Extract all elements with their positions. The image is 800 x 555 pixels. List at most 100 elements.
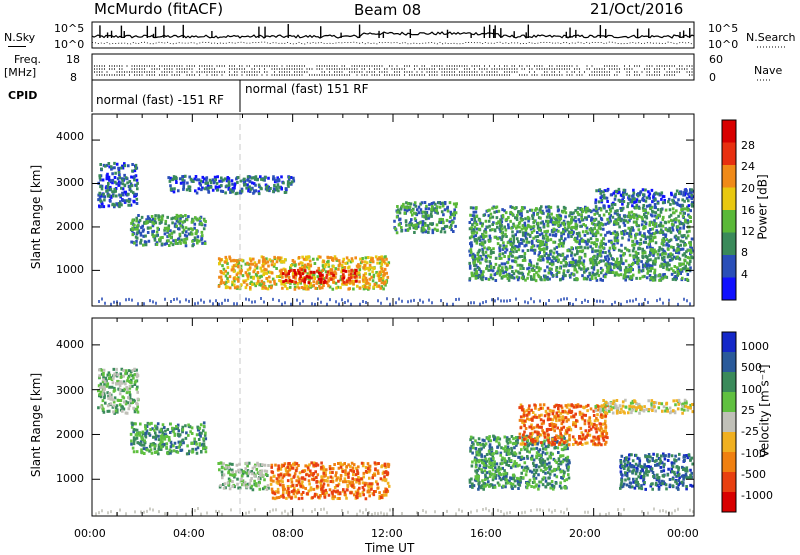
power-echo-cells — [469, 205, 693, 283]
nave-label: Nave — [754, 64, 783, 77]
freq-unit: [MHz] — [4, 66, 37, 79]
x-tick: 00:00 — [667, 527, 699, 540]
nsky-panel — [91, 21, 695, 49]
velocity-cb-tick: 1000 — [741, 340, 769, 353]
velocity-echo-cells — [97, 368, 140, 414]
velocity-cb-tick: -1000 — [741, 489, 773, 502]
power-echo-cells — [280, 268, 358, 284]
velocity-ground-scatter — [95, 507, 694, 516]
station-title: McMurdo (fitACF) — [94, 0, 224, 18]
power-echo-cells — [396, 201, 456, 234]
power-ground-scatter — [98, 297, 691, 306]
velocity-colorbar-swatch — [722, 432, 736, 452]
velocity-colorbar-swatch — [722, 492, 736, 512]
power-ytick: 4000 — [56, 130, 84, 143]
power-echo-cells — [394, 201, 458, 235]
velocity-colorbar-swatch — [722, 352, 736, 372]
x-tick: 16:00 — [470, 527, 502, 540]
nsearch-tick-top: 10^5 — [708, 22, 739, 35]
power-colorbar-swatch — [722, 120, 736, 143]
nsky-label: N.Sky — [4, 31, 36, 44]
freq-panel — [91, 53, 695, 81]
power-echo-cells — [98, 162, 139, 209]
nave-tick-bottom: 0 — [709, 71, 716, 84]
velocity-echo-cells — [218, 461, 270, 492]
x-axis-label: Time UT — [365, 541, 415, 555]
velocity-echo-cells — [129, 421, 208, 455]
power-echo-cells — [281, 269, 358, 285]
velocity-echo-cells — [519, 403, 608, 446]
velocity-cb-tick: -500 — [741, 468, 766, 481]
power-echo-cells — [284, 268, 358, 284]
power-colorbar-swatch — [722, 187, 736, 210]
x-tick: 00:00 — [74, 527, 106, 540]
power-colorbar-frame — [721, 119, 737, 301]
power-cb-tick: 20 — [741, 182, 755, 195]
power-colorbar-swatch — [722, 165, 736, 188]
velocity-echo-cells — [219, 461, 270, 491]
nsky-underline — [8, 46, 26, 47]
velocity-colorbar-swatch — [722, 332, 736, 352]
velocity-colorbar-swatch — [722, 392, 736, 412]
velocity-cb-tick: 100 — [741, 383, 762, 396]
power-ytick: 1000 — [56, 263, 84, 276]
velocity-colorbar-frame — [721, 331, 737, 513]
velocity-ytick: 4000 — [56, 338, 84, 351]
cpid-segment-1: normal (fast) -151 RF — [96, 93, 224, 107]
velocity-echo-cells — [97, 367, 139, 415]
cpid-segment-2: normal (fast) 151 RF — [245, 82, 369, 96]
velocity-ytick: 2000 — [56, 428, 84, 441]
freq-label: Freq. — [14, 53, 42, 66]
velocity-colorbar-swatch — [722, 472, 736, 492]
nsky-tick-top: 10^5 — [54, 22, 85, 35]
velocity-colorbar-swatch — [722, 452, 736, 472]
velocity-cb-tick: -25 — [741, 425, 759, 438]
power-ytick: 2000 — [56, 220, 84, 233]
velocity-echo-cells — [620, 453, 693, 491]
cpid-label: CPID — [8, 89, 38, 102]
power-echo-cells — [594, 187, 694, 208]
power-colorbar-swatch — [722, 277, 736, 300]
power-colorbar-swatch — [722, 210, 736, 233]
velocity-cb-tick: -100 — [741, 447, 766, 460]
velocity-echo-cells — [469, 435, 570, 491]
power-echo-cells — [594, 188, 694, 208]
nsky-trace — [91, 31, 695, 39]
power-cb-tick: 4 — [741, 268, 748, 281]
nave-tick-top: 60 — [709, 53, 723, 66]
nsearch-trace — [91, 41, 693, 45]
power-echo-cells — [594, 187, 694, 209]
velocity-echo-cells — [217, 461, 268, 491]
x-tick: 08:00 — [272, 527, 304, 540]
power-echo-cells — [168, 174, 294, 196]
velocity-echo-cells — [518, 403, 609, 447]
power-ytick: 3000 — [56, 176, 84, 189]
velocity-ytick: 1000 — [56, 472, 84, 485]
velocity-echo-cells — [619, 452, 694, 491]
power-echo-cells — [167, 175, 296, 195]
power-echo-cells — [98, 161, 139, 209]
power-echo-cells — [218, 255, 390, 291]
power-cb-tick: 24 — [741, 160, 755, 173]
velocity-echo-cells — [600, 399, 695, 415]
velocity-cb-tick: 500 — [741, 361, 762, 374]
velocity-colorbar-swatch — [722, 412, 736, 432]
power-colorbar-swatch — [722, 255, 736, 278]
freq-tick-top: 18 — [66, 53, 80, 66]
velocity-echo-cells — [270, 461, 390, 501]
freq-tick-bottom: 8 — [70, 71, 77, 84]
velocity-echo-cells — [518, 403, 609, 447]
power-echo-cells — [393, 201, 457, 235]
nsearch-tick-bottom: 10^0 — [708, 38, 739, 51]
power-colorbar-swatch — [722, 232, 736, 255]
power-cb-tick: 8 — [741, 246, 748, 259]
power-echo-cells — [130, 213, 207, 247]
nsky-tick-bottom: 10^0 — [54, 38, 85, 51]
beam-title: Beam 08 — [354, 1, 422, 19]
x-tick: 12:00 — [371, 527, 403, 540]
power-cb-tick: 28 — [741, 139, 755, 152]
power-cb-tick: 12 — [741, 225, 755, 238]
velocity-echo-cells — [130, 421, 207, 456]
velocity-colorbar-swatch — [722, 372, 736, 392]
